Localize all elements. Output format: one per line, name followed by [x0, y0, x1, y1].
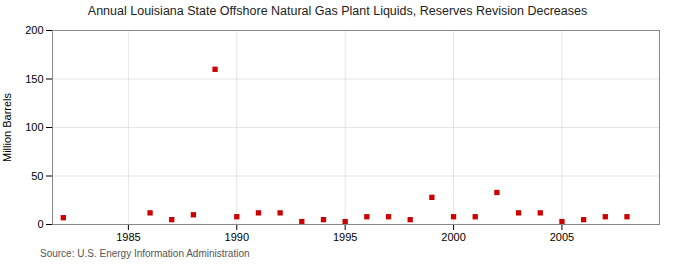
- svg-text:2000: 2000: [441, 231, 465, 243]
- svg-text:0: 0: [37, 218, 43, 230]
- svg-text:200: 200: [25, 24, 43, 36]
- svg-text:Million Barrels: Million Barrels: [1, 92, 13, 162]
- svg-text:1990: 1990: [225, 231, 249, 243]
- svg-text:100: 100: [25, 121, 43, 133]
- svg-text:1995: 1995: [333, 231, 357, 243]
- svg-text:2005: 2005: [550, 231, 574, 243]
- svg-text:150: 150: [25, 73, 43, 85]
- html-text:Annual Louisiana State Offshor: Annual Louisiana State Offshore Natural …: [87, 4, 588, 18]
- svg-text:50: 50: [31, 170, 43, 182]
- html-text:Source: U.S. Energy Informatio: Source: U.S. Energy Information Administ…: [40, 248, 250, 259]
- svg-text:1985: 1985: [116, 231, 140, 243]
